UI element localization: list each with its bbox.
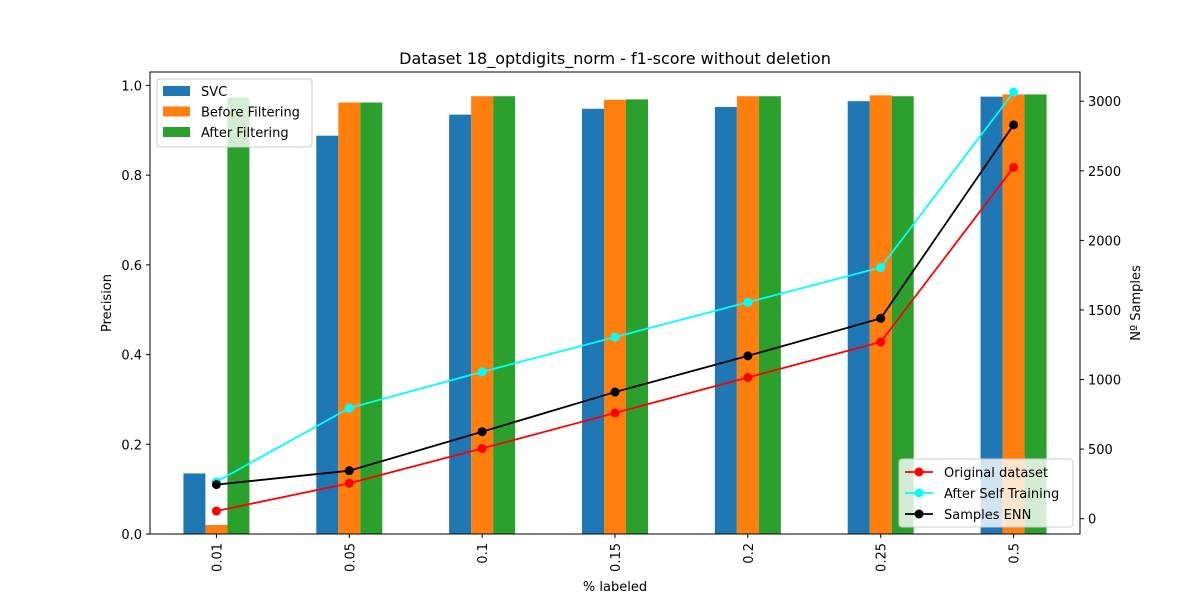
data-point (344, 478, 354, 488)
bar (183, 473, 206, 534)
x-axis-label: % labeled (583, 580, 647, 595)
y2-tick-label: 0 (1088, 513, 1096, 528)
bar (1002, 94, 1025, 534)
x-tick-label: 0.2 (742, 543, 757, 564)
bar (582, 108, 604, 535)
data-point (477, 443, 487, 453)
legend-label: Samples ENN (944, 508, 1031, 523)
legend-label: After Filtering (201, 126, 289, 141)
bar (493, 96, 516, 534)
legend-swatch (163, 127, 190, 137)
data-point (743, 351, 753, 361)
x-tick-label: 0.05 (343, 543, 358, 572)
y-tick-label: 0.2 (121, 438, 142, 453)
bar (758, 96, 781, 534)
legend-swatch (163, 86, 190, 96)
data-point (743, 372, 753, 382)
legend-label: SVC (201, 85, 227, 100)
y2-tick-label: 1000 (1088, 374, 1121, 389)
bar (891, 96, 914, 534)
y-tick-label: 1.0 (121, 79, 142, 94)
legend-marker (914, 467, 924, 477)
data-point (876, 313, 886, 323)
legend-lines: Original dataset After Self Training Sampl… (898, 458, 1074, 528)
data-point (610, 332, 620, 342)
bar (1024, 94, 1047, 534)
y2-tick-label: 3000 (1088, 95, 1121, 110)
bar (205, 525, 228, 534)
data-point (610, 387, 620, 397)
data-point (344, 466, 354, 476)
data-point (610, 408, 620, 418)
y2-tick-label: 2000 (1088, 234, 1121, 249)
legend-swatch (163, 106, 190, 117)
bar (980, 96, 1003, 534)
legend-marker (914, 509, 924, 519)
y2-axis-label: Nº Samples (1129, 265, 1144, 341)
data-point (1009, 162, 1019, 172)
bar (714, 106, 737, 535)
bar (227, 97, 250, 535)
lines-layer (211, 87, 1019, 516)
y2-tick-label: 1500 (1088, 304, 1121, 319)
data-point (477, 367, 487, 377)
data-point (1009, 87, 1019, 97)
data-point (743, 297, 753, 307)
legend-label: After Self Training (944, 487, 1059, 502)
bar (626, 99, 648, 534)
legend-label: Before Filtering (201, 106, 300, 121)
bar (338, 102, 361, 534)
y2-tick-label: 2500 (1088, 165, 1121, 180)
legend-label: Original dataset (944, 466, 1048, 481)
y-tick-label: 0.8 (121, 169, 142, 184)
y2-tick-label: 500 (1088, 443, 1113, 458)
y-axis-left: 0.0 0.2 0.4 0.6 0.8 1.0 (121, 79, 150, 543)
data-point (344, 403, 354, 413)
y-tick-label: 0.0 (121, 528, 142, 543)
y-axis-right: 0 500 1000 1500 2000 2500 3000 (1080, 95, 1121, 528)
y-axis-label: Precision (100, 274, 115, 332)
bar (449, 114, 472, 535)
x-tick-label: 0.5 (1008, 543, 1023, 564)
x-tick-label: 0.1 (476, 543, 491, 564)
x-tick-label: 0.01 (210, 543, 225, 572)
bars-layer (183, 94, 1047, 535)
data-point (211, 480, 221, 490)
bar (847, 101, 870, 535)
bar (316, 135, 339, 534)
legend-box (898, 458, 1074, 528)
data-point (876, 337, 886, 347)
data-point (876, 263, 886, 273)
x-tick-label: 0.25 (875, 543, 890, 572)
legend-box (156, 78, 313, 148)
legend-marker (914, 488, 924, 498)
data-point (211, 506, 221, 516)
data-point (477, 427, 487, 437)
bar (471, 96, 494, 534)
bar (736, 96, 759, 534)
data-point (1009, 120, 1019, 130)
legend-bars: SVC Before Filtering After Filtering (156, 78, 313, 148)
x-tick-label: 0.15 (609, 543, 624, 572)
bar (360, 102, 383, 534)
y-tick-label: 0.4 (121, 349, 142, 364)
y-tick-label: 0.6 (121, 259, 142, 274)
x-axis: 0.01 0.05 0.1 0.15 0.2 0.25 0.5 (210, 534, 1023, 572)
bar (604, 99, 626, 535)
chart-title: Dataset 18_optdigits_norm - f1-score wit… (399, 49, 831, 69)
